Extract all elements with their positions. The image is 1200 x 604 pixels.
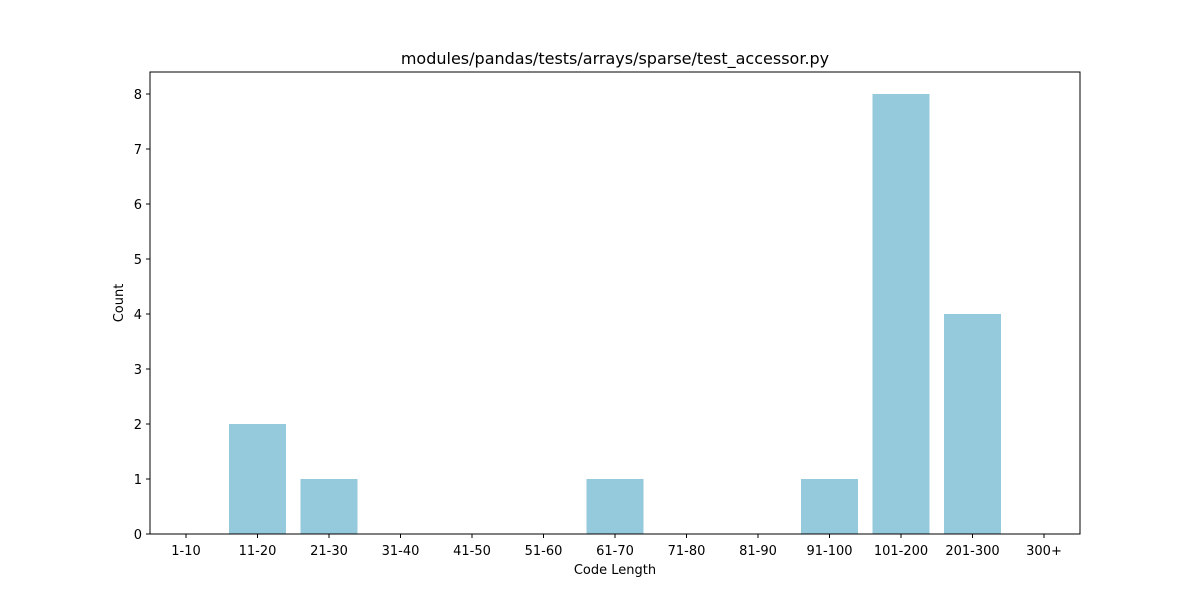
- x-tick-label: 81-90: [739, 544, 777, 559]
- y-axis-label: Count: [112, 284, 127, 323]
- y-tick-label: 3: [134, 363, 142, 378]
- y-tick-label: 6: [134, 198, 142, 213]
- x-tick-label: 41-50: [453, 544, 491, 559]
- x-axis-label: Code Length: [574, 563, 656, 578]
- y-tick-label: 5: [134, 253, 142, 268]
- x-tick-label: 51-60: [525, 544, 563, 559]
- y-tick-label: 7: [134, 143, 142, 158]
- plot-frame: [149, 71, 1081, 535]
- y-tick-label: 1: [134, 473, 142, 488]
- x-tick-label: 201-300: [945, 544, 999, 559]
- x-tick-label: 61-70: [596, 544, 634, 559]
- y-tick-label: 2: [134, 418, 142, 433]
- y-axis: 0 1 2 3 4 5 6 7 8: [134, 88, 150, 543]
- y-tick-label: 0: [134, 528, 142, 543]
- x-tick-label: 11-20: [239, 544, 277, 559]
- bars-group: [229, 94, 1001, 534]
- x-axis: 1-10 11-20 21-30 31-40 41-50 51-60 61-70 71-80 8…: [171, 534, 1062, 559]
- x-tick-label: 21-30: [310, 544, 348, 559]
- bar: [944, 314, 1001, 534]
- bar: [300, 479, 358, 534]
- x-tick-label: 1-10: [171, 544, 201, 559]
- x-tick-label: 300+: [1026, 544, 1062, 559]
- chart-title: modules/pandas/tests/arrays/sparse/test_…: [401, 49, 829, 69]
- bar: [801, 479, 858, 534]
- y-tick-label: 4: [134, 308, 142, 323]
- bar: [229, 424, 286, 534]
- bar: [872, 94, 930, 534]
- x-tick-label: 101-200: [874, 544, 928, 559]
- x-tick-label: 91-100: [806, 544, 852, 559]
- bar: [586, 479, 644, 534]
- x-tick-label: 31-40: [382, 544, 420, 559]
- y-tick-label: 8: [134, 88, 142, 103]
- x-tick-label: 71-80: [668, 544, 706, 559]
